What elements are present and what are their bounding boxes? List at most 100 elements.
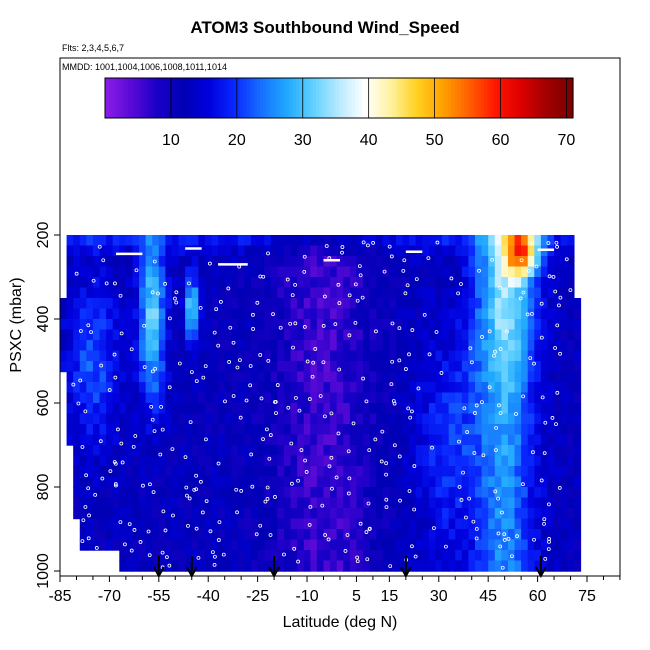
observation-marker [184,485,189,490]
heatmap-cell [86,476,94,488]
heatmap-cell [488,487,496,499]
heatmap-cell [165,235,173,247]
heatmap-cell [455,455,463,467]
heatmap-cell [290,308,298,320]
heatmap-cell [251,445,259,457]
heatmap-cell [290,287,298,299]
heatmap-cell [501,329,509,341]
heatmap-cell [389,403,397,415]
x-tick-label: -25 [246,588,269,605]
heatmap-cell [435,455,443,467]
heatmap-cell [316,560,325,572]
heatmap-cell [554,361,562,373]
heatmap-cell [99,466,107,478]
heatmap-cell [257,445,265,457]
heatmap-cell [145,308,153,320]
heatmap-cell [382,466,391,478]
heatmap-cell [257,340,265,352]
heatmap-cell [139,518,147,530]
heatmap-cell [540,256,549,268]
heatmap-cell [494,413,503,425]
heatmap-cell [264,266,272,278]
observation-marker [198,305,203,310]
heatmap-cell [204,560,213,572]
heatmap-cell [494,287,503,299]
heatmap-cell [145,350,153,362]
heatmap-cell [336,434,344,446]
heatmap-cell [560,560,568,572]
heatmap-cell [527,350,535,362]
heatmap-cell [60,350,68,362]
heatmap-cell [139,308,147,320]
heatmap-cell [455,371,463,383]
observation-marker [407,489,412,493]
heatmap-cell [573,497,582,509]
heatmap-cell [125,256,134,268]
colorbar-bin [391,78,396,118]
heatmap-cell [455,277,463,289]
heatmap-cell [198,256,206,268]
heatmap-cell [132,308,140,320]
heatmap-cell [448,298,456,310]
heatmap-cell [501,476,509,488]
heatmap-cell [152,455,160,467]
heatmap-cell [415,340,424,352]
heatmap-cell [527,529,535,541]
heatmap-cell [132,550,140,562]
heatmap-cell [165,424,173,436]
heatmap-cell [507,508,516,520]
heatmap-cell [356,235,364,247]
heatmap-cell [297,508,305,520]
heatmap-cell [165,392,173,404]
heatmap-cell [567,487,575,499]
heatmap-cell [336,340,344,352]
heatmap-cell [106,235,114,247]
heatmap-cell [409,445,417,457]
heatmap-cell [277,529,285,541]
heatmap-cell [435,287,443,299]
heatmap-cell [514,497,522,509]
heatmap-cell [204,487,213,499]
heatmap-cell [507,308,516,320]
heatmap-cell [125,539,134,551]
heatmap-cell [145,487,153,499]
heatmap-cell [297,277,305,289]
heatmap-cell [336,403,344,415]
heatmap-cell [389,392,397,404]
heatmap-cell [428,266,437,278]
heatmap-cell [356,266,364,278]
heatmap-cell [99,455,107,467]
heatmap-cell [125,245,134,257]
heatmap-cell [501,487,509,499]
heatmap-cell [573,518,582,530]
observation-marker [141,483,145,488]
observation-marker [187,281,191,286]
heatmap-cell [330,445,338,457]
heatmap-cell [218,298,226,310]
heatmap-cell [448,350,456,362]
colorbar-bin [447,78,452,118]
observation-marker [129,347,134,352]
heatmap-cell [540,392,549,404]
heatmap-cell [560,403,568,415]
observation-marker [78,329,83,333]
heatmap-cell [455,298,463,310]
heatmap-cell [521,413,529,425]
x-tick-label: -40 [197,588,220,605]
heatmap-cell [389,277,397,289]
heatmap-cell [554,487,562,499]
heatmap-cell [165,329,173,341]
colorbar-bin [395,78,399,118]
heatmap-cell [540,308,549,320]
heatmap-cell [567,518,575,530]
heatmap-cell [534,277,542,289]
heatmap-cell [547,287,555,299]
heatmap-cell [158,424,167,436]
observation-marker [532,537,536,542]
heatmap-cell [218,560,226,572]
heatmap-cell [139,539,147,551]
heatmap-cell [204,392,213,404]
colorbar-bin [213,78,218,118]
heatmap-cell [171,497,180,509]
heatmap-cell [356,392,364,404]
